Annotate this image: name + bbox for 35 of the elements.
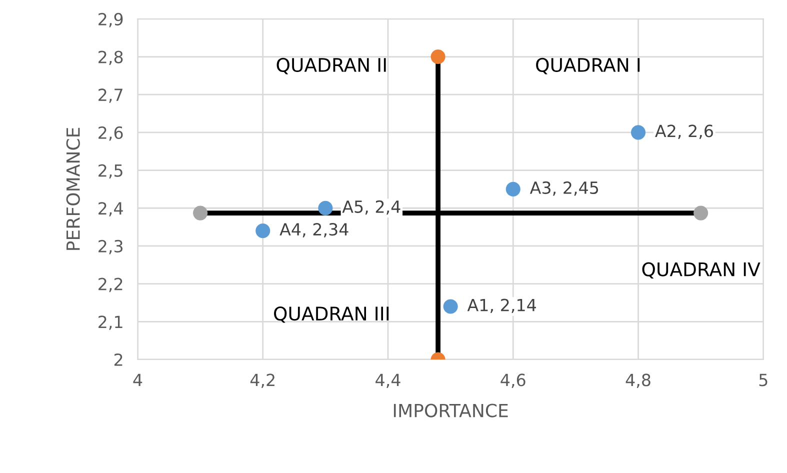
y-tick-label: 2,3 — [98, 240, 122, 254]
data-label: A5, 2,4 — [342, 200, 400, 215]
data-label: A4, 2,34 — [280, 223, 348, 238]
x-tick-label: 5 — [759, 374, 768, 386]
point — [630, 125, 646, 140]
y-tick-label: 2,6 — [98, 126, 123, 141]
y-tick-label: 2,8 — [98, 50, 123, 66]
data-label: A1, 2,14 — [467, 298, 536, 314]
x-tick-label: 4,4 — [376, 374, 400, 388]
point — [694, 206, 708, 220]
data-label: A3, 2,45 — [530, 181, 598, 196]
y-tick-label: 2,4 — [98, 202, 123, 216]
x-tick-label: 4,8 — [626, 374, 650, 388]
annotation: QUADRAN II — [276, 58, 386, 74]
point — [193, 206, 208, 220]
point — [256, 224, 270, 238]
point — [443, 299, 458, 314]
point — [506, 182, 520, 196]
x-axis-title: IMPORTANCE — [394, 404, 508, 418]
annotation: QUADRAN IV — [642, 262, 760, 279]
y-tick-label: 2,1 — [98, 316, 122, 330]
point — [430, 49, 446, 64]
x-tick-label: 4,2 — [250, 374, 274, 388]
y-tick-label: 2,2 — [98, 278, 122, 292]
y-tick-label: 2,5 — [98, 164, 122, 179]
data-label: A2, 2,6 — [655, 124, 713, 139]
x-tick-label: 4 — [133, 374, 142, 386]
y-axis-title: PERFOMANCE — [66, 128, 80, 250]
y-tick-label: 2 — [114, 353, 122, 366]
y-tick-label: 2,9 — [98, 12, 123, 28]
annotation: QUADRAN I — [536, 58, 640, 74]
point — [318, 200, 333, 216]
y-tick-label: 2,7 — [98, 88, 122, 103]
x-tick-label: 4,6 — [500, 374, 526, 388]
annotation: QUADRAN III — [274, 306, 389, 323]
